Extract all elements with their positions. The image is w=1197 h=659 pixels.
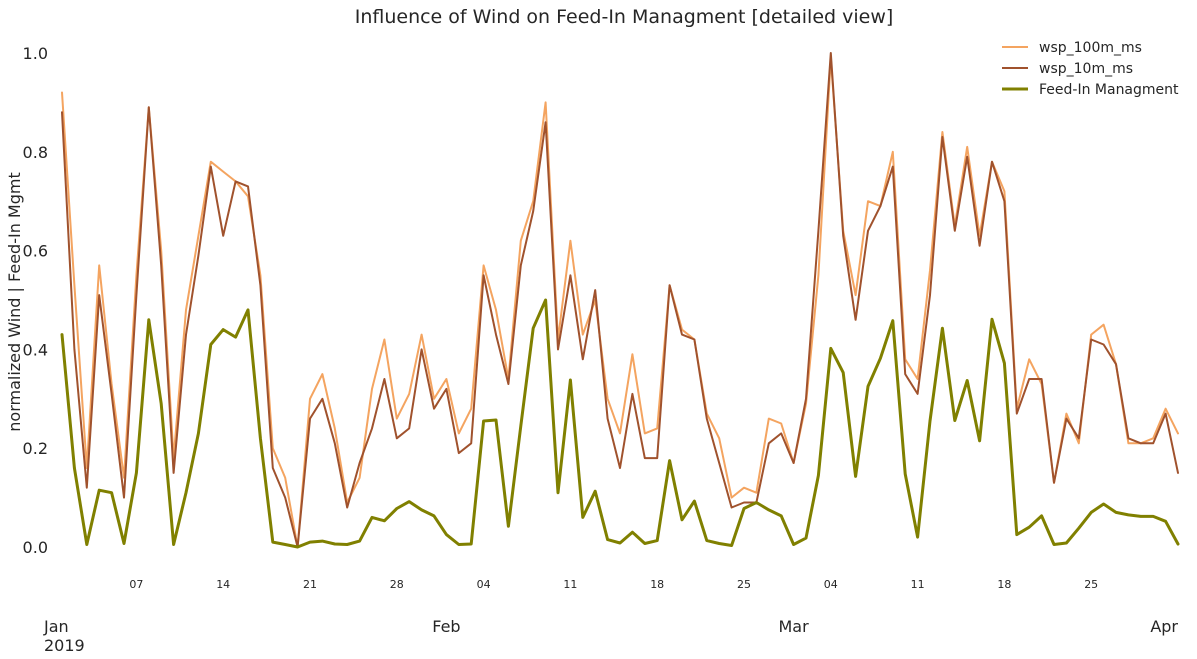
- x-minor-tick-label: 04: [824, 578, 838, 591]
- x-minor-tick-label: 04: [477, 578, 491, 591]
- y-axis-label: normalized Wind | Feed-In Mgmt: [5, 172, 24, 431]
- legend-label: Feed-In Managment: [1039, 82, 1179, 98]
- legend-label: wsp_10m_ms: [1039, 61, 1133, 77]
- series-line-feed-in-managment: [60, 298, 1180, 549]
- x-minor-tick-label: 28: [390, 578, 404, 591]
- x-major-tick-label: Jan: [43, 617, 69, 636]
- x-minor-tick-label: 21: [303, 578, 317, 591]
- x-minor-tick-labels: 07 14 21 28 04 11 18 25 04 11 18 25: [129, 578, 1098, 591]
- legend-label: wsp_100m_ms: [1039, 40, 1142, 56]
- series-line-wsp-10m-ms: [61, 52, 1179, 548]
- x-major-tick-label: Apr: [1150, 617, 1178, 636]
- chart-title: Influence of Wind on Feed-In Managment […: [355, 6, 894, 28]
- x-minor-tick-label: 11: [563, 578, 577, 591]
- x-minor-tick-label: 14: [216, 578, 230, 591]
- x-minor-tick-label: 25: [737, 578, 751, 591]
- x-minor-tick-label: 25: [1084, 578, 1098, 591]
- series-lines: [60, 52, 1180, 549]
- y-tick-labels: 0.0 0.2 0.4 0.6 0.8 1.0: [23, 44, 48, 557]
- y-tick-label: 0.8: [23, 143, 48, 162]
- x-major-tick-sublabel: 2019: [44, 636, 85, 655]
- y-tick-label: 1.0: [23, 44, 48, 63]
- x-major-tick-label: Feb: [432, 617, 460, 636]
- legend: wsp_100m_ms wsp_10m_ms Feed-In Managment: [1002, 40, 1179, 98]
- x-minor-tick-label: 11: [911, 578, 925, 591]
- y-tick-label: 0.2: [23, 439, 48, 458]
- y-tick-label: 0.0: [23, 538, 48, 557]
- x-minor-tick-label: 18: [997, 578, 1011, 591]
- x-minor-tick-label: 18: [650, 578, 664, 591]
- y-tick-label: 0.6: [23, 242, 48, 261]
- y-tick-label: 0.4: [23, 340, 48, 359]
- x-major-tick-label: Mar: [779, 617, 810, 636]
- x-minor-tick-label: 07: [129, 578, 143, 591]
